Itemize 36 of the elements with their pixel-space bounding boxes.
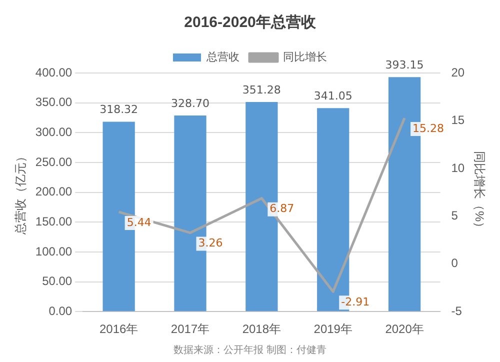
data-label: 351.28	[242, 83, 281, 96]
data-label: 5.44	[126, 216, 152, 229]
data-label: 328.70	[171, 96, 210, 110]
x-tick-label: 2016年	[99, 322, 138, 336]
data-label: 6.87	[270, 202, 294, 216]
y2-tick-label: 20	[451, 65, 465, 80]
data-label: 393.15	[385, 58, 424, 72]
y2-tick-label: 0	[451, 256, 458, 270]
y-tick-label: 50.00	[42, 274, 72, 288]
data-label: 15.28	[412, 122, 444, 135]
x-tick-label: 2018年	[242, 322, 282, 336]
y2-tick-label: 10	[451, 160, 465, 175]
y2-tick-label: 15	[451, 113, 465, 128]
data-label: 3.26	[198, 236, 223, 250]
y2-tick-label: 5	[451, 208, 458, 222]
data-label: 318.32	[100, 103, 138, 116]
source-note: 数据来源：公开年报 制图：付健青	[172, 344, 328, 357]
data-label: -2.91	[341, 296, 370, 309]
y-tick-label: 0.00	[48, 304, 72, 318]
data-label: 341.05	[314, 90, 352, 103]
x-tick-label: 2017年	[170, 322, 210, 336]
x-tick-label: 2019年	[314, 322, 352, 336]
y-tick-label: 150.00	[35, 214, 72, 228]
y2-axis-title: 同比增长（%）	[472, 150, 486, 234]
x-tick-label: 2020年	[385, 322, 424, 336]
y2-tick-label: -5	[451, 304, 462, 318]
y-tick-label: 400.00	[35, 65, 72, 80]
y-tick-label: 250.00	[35, 154, 72, 169]
y-tick-label: 300.00	[35, 124, 72, 139]
chart-title: 2016-2020年总营收	[184, 14, 317, 32]
legend-label: 同比增长	[283, 50, 327, 64]
y-axis-title: 总营收（亿元）	[14, 150, 28, 236]
y-tick-label: 200.00	[35, 184, 72, 199]
y-tick-label: 350.00	[35, 95, 72, 110]
legend-label: 总营收	[206, 50, 240, 64]
y-tick-label: 100.00	[35, 244, 72, 258]
